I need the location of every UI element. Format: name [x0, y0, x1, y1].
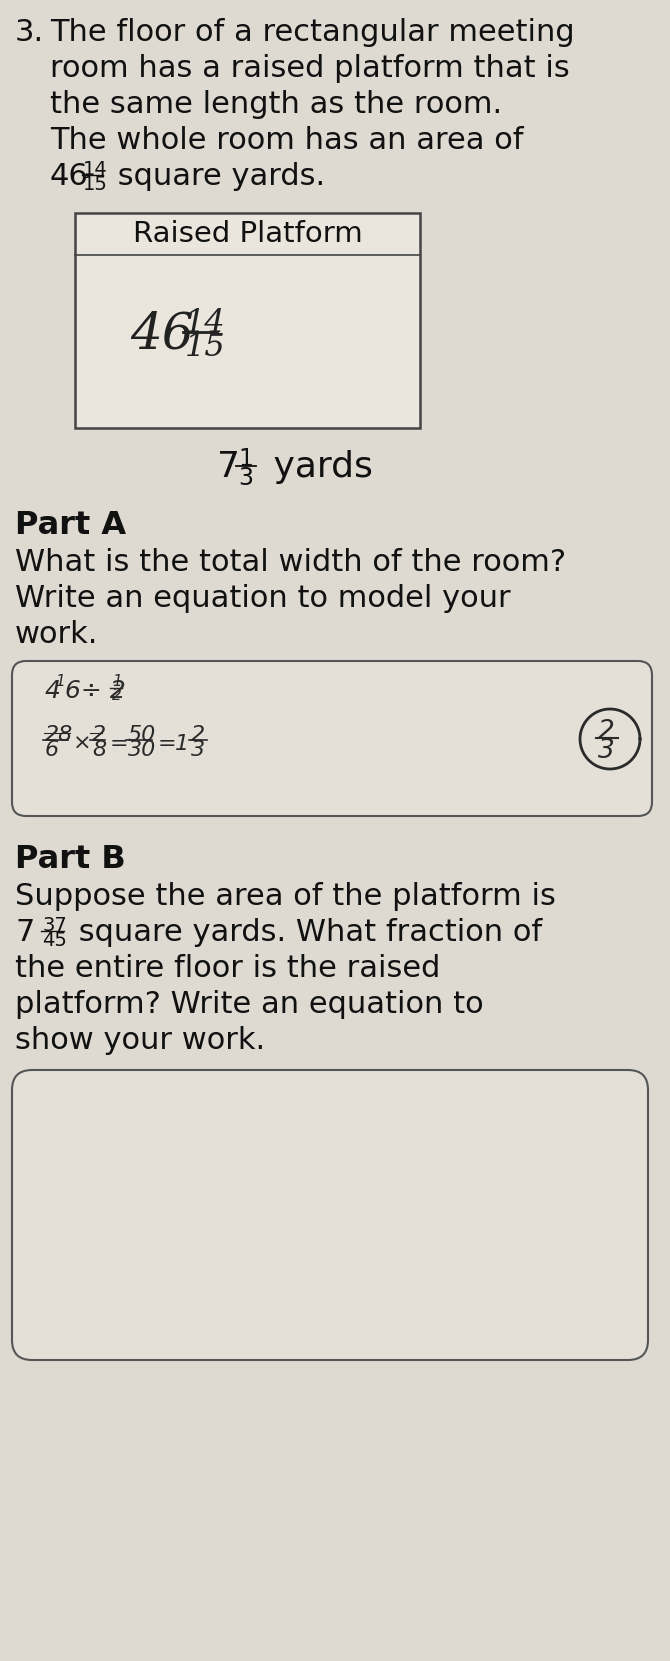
Text: 6: 6: [45, 741, 59, 761]
Text: 30: 30: [128, 741, 156, 761]
Text: show your work.: show your work.: [15, 1026, 265, 1055]
Bar: [75, 213, 420, 429]
Text: 2: 2: [191, 724, 205, 746]
Text: 14: 14: [83, 159, 108, 179]
Text: Part A: Part A: [15, 510, 126, 541]
Text: yards: yards: [261, 450, 373, 483]
Text: the entire floor is the raised: the entire floor is the raised: [15, 953, 440, 983]
Text: 3: 3: [191, 741, 205, 761]
Text: Part B: Part B: [15, 844, 126, 875]
Text: The floor of a rectangular meeting: The floor of a rectangular meeting: [50, 18, 575, 47]
Text: 1: 1: [238, 447, 253, 472]
Text: 2: 2: [92, 724, 106, 746]
Text: work.: work.: [15, 620, 98, 649]
Text: ×: ×: [73, 734, 92, 754]
Text: 37: 37: [42, 915, 67, 935]
Text: 4: 4: [45, 679, 61, 703]
Text: platform? Write an equation to: platform? Write an equation to: [15, 990, 484, 1018]
Text: the same length as the room.: the same length as the room.: [50, 90, 502, 120]
Text: 46: 46: [50, 163, 88, 191]
Text: 50: 50: [128, 724, 156, 746]
Text: 7: 7: [15, 919, 34, 947]
Text: 2: 2: [112, 688, 122, 703]
FancyBboxPatch shape: [12, 1070, 648, 1360]
Text: =: =: [110, 734, 129, 754]
Text: 3: 3: [598, 737, 614, 764]
Text: 28: 28: [45, 724, 73, 746]
Text: What is the total width of the room?: What is the total width of the room?: [15, 548, 566, 576]
Text: The whole room has an area of: The whole room has an area of: [50, 126, 523, 154]
Text: room has a raised platform that is: room has a raised platform that is: [50, 55, 570, 83]
Text: 1: 1: [112, 674, 122, 689]
Text: Suppose the area of the platform is: Suppose the area of the platform is: [15, 882, 556, 910]
Text: Raised Platform: Raised Platform: [133, 219, 362, 247]
Text: 8: 8: [92, 741, 106, 761]
Text: 2: 2: [598, 719, 614, 746]
Text: 3: 3: [238, 467, 253, 490]
Text: 15: 15: [185, 332, 226, 364]
Text: 15: 15: [83, 174, 108, 194]
Text: 1: 1: [55, 674, 65, 689]
Text: 1: 1: [175, 734, 189, 754]
FancyBboxPatch shape: [12, 661, 652, 816]
Text: 7: 7: [218, 450, 241, 483]
Text: 6÷ 2: 6÷ 2: [65, 679, 126, 703]
Text: square yards.: square yards.: [108, 163, 325, 191]
Text: =: =: [158, 734, 177, 754]
Text: 46: 46: [130, 311, 194, 359]
Text: 45: 45: [42, 932, 67, 950]
Text: 14: 14: [185, 307, 226, 339]
Text: Write an equation to model your: Write an equation to model your: [15, 585, 511, 613]
Text: 3.: 3.: [15, 18, 44, 47]
Text: square yards. What fraction of: square yards. What fraction of: [69, 919, 542, 947]
